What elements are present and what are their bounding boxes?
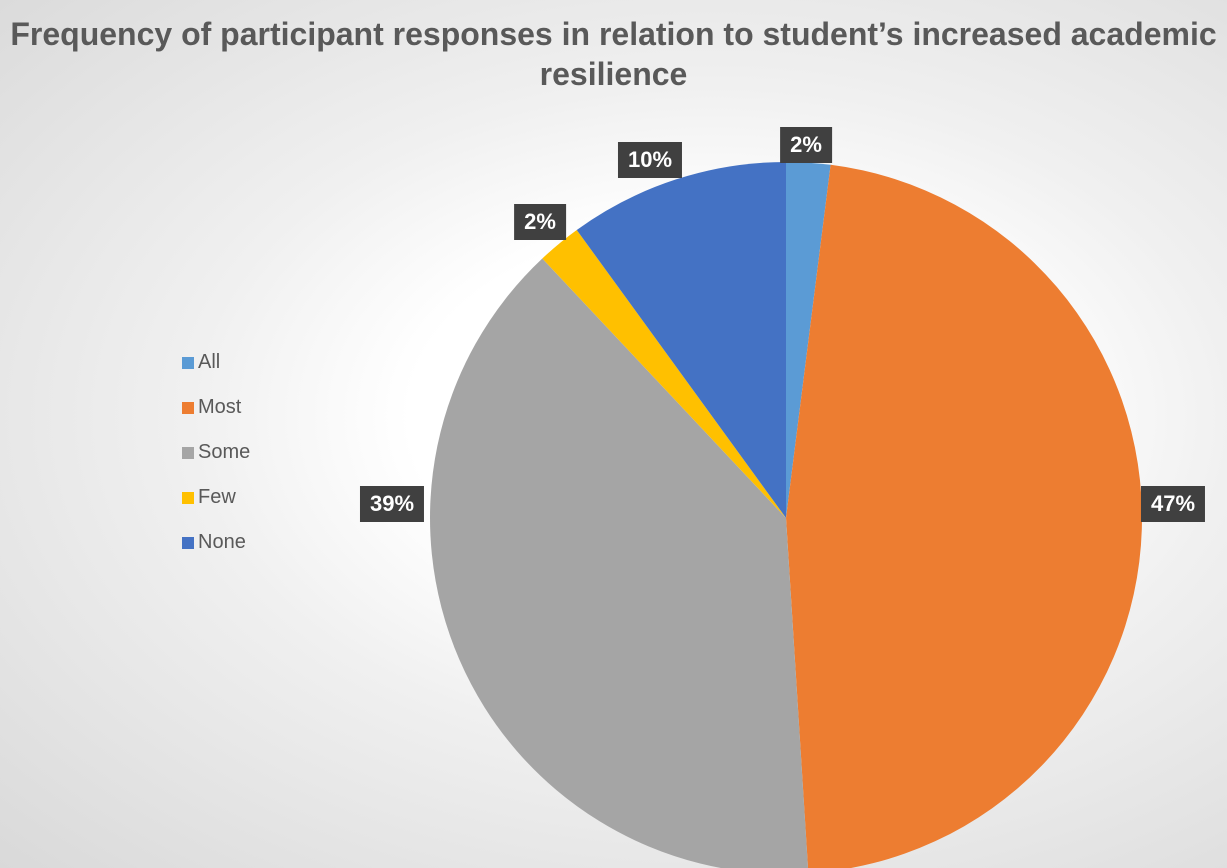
legend-label: Most [198,396,242,418]
pie-slice-none [576,162,786,518]
legend-label: None [198,531,246,553]
data-label-few: 2% [514,204,566,240]
legend-swatch [182,536,194,549]
data-label-some: 39% [359,486,425,522]
legend-item-all: All [182,340,250,385]
legend-item-few: Few [182,475,250,520]
pie-slice-few [542,229,786,519]
legend-swatch [182,491,194,504]
legend-label: All [198,351,221,373]
legend-item-some: Some [182,430,250,475]
legend-label: Some [198,441,251,463]
data-label-none: 10% [617,142,683,178]
chart-title: Frequency of participant responses in re… [10,16,1217,92]
legend-item-none: None [182,520,250,565]
legend-swatch [182,356,194,369]
legend-label: Few [198,486,236,508]
pie-slice-some [430,258,809,868]
legend-item-most: Most [182,385,250,430]
legend-swatch [182,446,194,459]
pie-slice-all [786,162,831,518]
pie-slice-most [786,164,1142,868]
data-label-all: 2% [780,127,832,163]
legend: All Most Some Few None [182,340,250,565]
legend-swatch [182,401,194,414]
data-label-most: 47% [1140,486,1206,522]
